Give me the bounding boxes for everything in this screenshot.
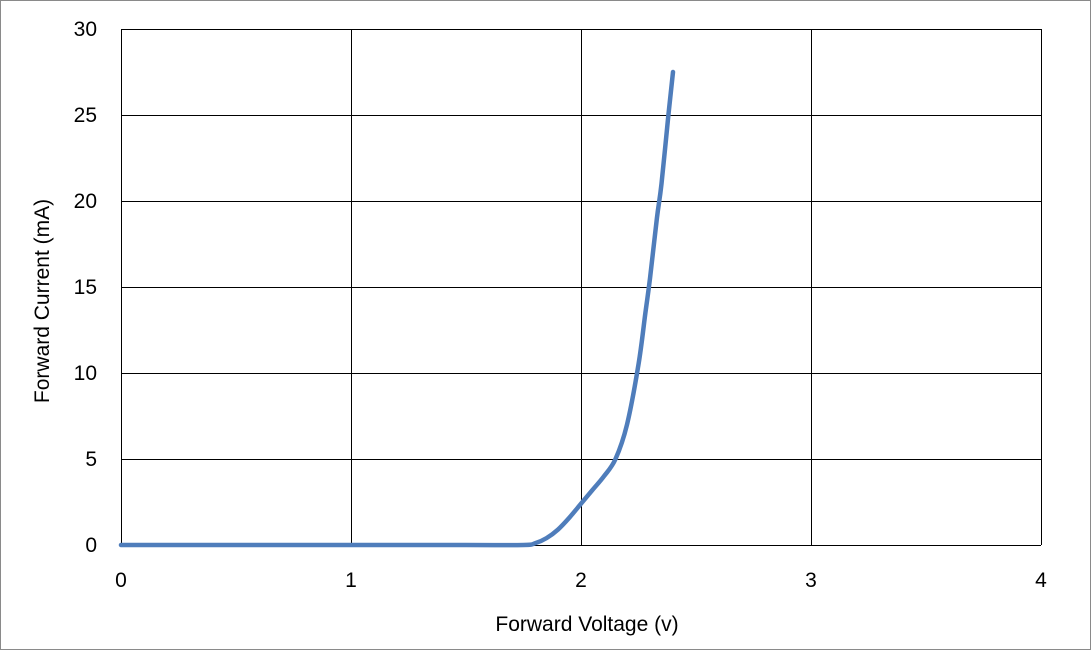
tick-labels: 0 5 10 15 20 25 30 0 1 2 3 4 [74, 18, 1048, 592]
y-tick-label: 10 [74, 362, 97, 385]
x-tick-label: 4 [1035, 569, 1047, 592]
y-tick-label: 25 [74, 104, 97, 127]
y-tick-label: 5 [85, 448, 97, 471]
y-tick-label: 0 [85, 534, 97, 557]
y-tick-label: 30 [74, 18, 97, 41]
series-line [118, 69, 676, 548]
x-tick-label: 3 [805, 569, 817, 592]
series-layer [118, 69, 676, 548]
y-tick-label: 15 [74, 276, 97, 299]
y-axis-title: Forward Current (mA) [31, 199, 54, 403]
x-tick-label: 2 [575, 569, 587, 592]
x-tick-label: 0 [115, 569, 127, 592]
x-axis-title: Forward Voltage (v) [495, 613, 678, 636]
x-tick-label: 1 [345, 569, 357, 592]
y-tick-label: 20 [74, 190, 97, 213]
grid-lines [121, 29, 1042, 546]
